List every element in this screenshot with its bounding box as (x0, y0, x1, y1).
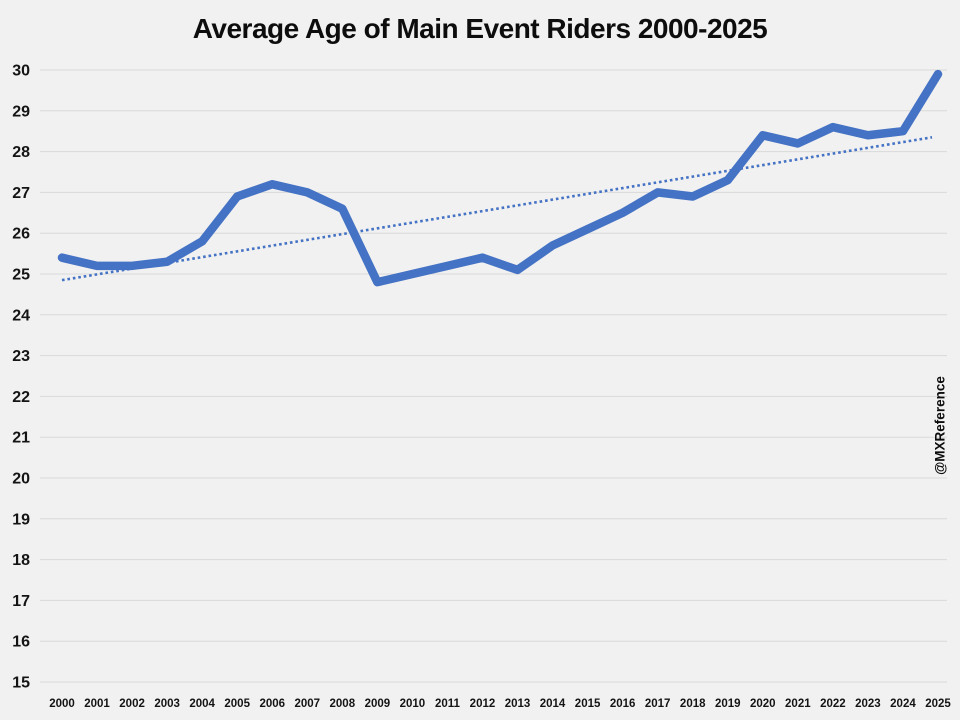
chart-title: Average Age of Main Event Riders 2000-20… (192, 13, 768, 44)
y-axis-tick-label: 19 (12, 511, 30, 528)
y-axis-tick-label: 23 (12, 348, 30, 365)
x-axis-tick-label: 2024 (890, 698, 916, 710)
y-axis-tick-label: 21 (12, 430, 30, 447)
y-axis-tick-label: 20 (12, 471, 30, 488)
y-axis-tick-label: 18 (12, 552, 30, 569)
x-axis-tick-label: 2000 (49, 698, 75, 710)
x-axis-tick-label: 2003 (154, 698, 180, 710)
y-axis-tick-label: 25 (12, 267, 30, 284)
x-axis-tick-label: 2018 (680, 698, 706, 710)
y-axis-tick-label: 24 (12, 307, 30, 324)
x-axis-tick-label: 2012 (470, 698, 496, 710)
y-axis-tick-label: 17 (12, 593, 30, 610)
x-axis-tick-label: 2021 (785, 698, 811, 710)
trend-line (61, 136, 933, 282)
x-axis-tick-label: 2017 (645, 698, 671, 710)
y-axis-tick-label: 30 (12, 63, 30, 80)
x-axis-tick-label: 2022 (820, 698, 846, 710)
x-axis-tick-label: 2008 (330, 698, 356, 710)
x-axis-tick-label: 2005 (224, 698, 250, 710)
y-axis-tick-label: 28 (12, 144, 30, 161)
y-axis-tick-label: 16 (12, 634, 30, 651)
average-age-series-line (57, 69, 943, 287)
x-axis-tick-label: 2025 (925, 698, 951, 710)
x-axis-tick-label: 2020 (750, 698, 776, 710)
x-axis-tick-label: 2023 (855, 698, 881, 710)
x-axis-tick-label: 2006 (259, 698, 285, 710)
x-axis-tick-label: 2007 (294, 698, 320, 710)
x-axis-tick-label: 2009 (365, 698, 391, 710)
watermark-text: @MXReference (932, 376, 948, 475)
x-axis-tick-label: 2004 (189, 698, 215, 710)
x-axis-tick-label: 2015 (575, 698, 601, 710)
x-axis-tick-label: 2014 (540, 698, 566, 710)
x-axis-tick-label: 2013 (505, 698, 531, 710)
x-axis-tick-label: 2001 (84, 698, 110, 710)
y-axis-tick-label: 26 (12, 226, 30, 243)
x-axis-tick-label: 2016 (610, 698, 636, 710)
y-axis-tick-label: 15 (12, 675, 30, 692)
y-axis-tick-label: 29 (12, 103, 30, 120)
x-axis-tick-label: 2011 (435, 698, 461, 710)
y-axis-tick-label: 22 (12, 389, 30, 406)
x-axis-tick-label: 2010 (400, 698, 426, 710)
x-axis-tick-label: 2002 (119, 698, 145, 710)
y-axis-tick-label: 27 (12, 185, 30, 202)
x-axis-tick-label: 2019 (715, 698, 741, 710)
